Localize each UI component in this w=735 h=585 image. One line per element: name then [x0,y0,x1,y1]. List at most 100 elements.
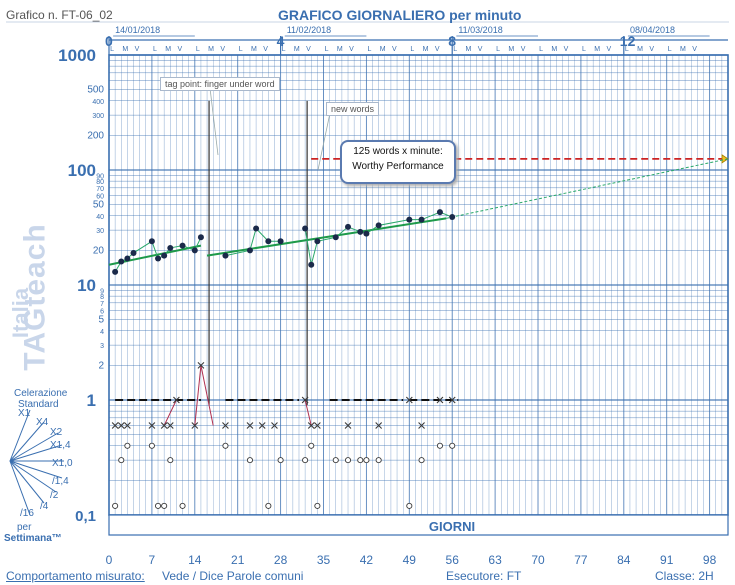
y-major-label: 10 [77,276,96,295]
correct-point [222,252,229,259]
error-connector [194,365,214,426]
behavior-value: Vede / Dice Parole comuni [162,569,304,583]
error-point [123,422,131,429]
y-major-label: 1000 [58,46,96,65]
correct-point [436,209,443,216]
error-point [271,422,278,429]
correct-connector [304,211,453,265]
y-major-label: 100 [68,161,96,180]
class-label: Classe: 2H [655,569,714,583]
day-letter: L [110,46,114,53]
correct-point [363,230,370,237]
error-point [246,422,254,429]
performer: Esecutore: FT [446,569,522,583]
day-letter: M [594,46,600,53]
x-tick-label: 91 [660,553,674,567]
omission-point [118,457,125,464]
celeration-label: X1,4 [50,440,71,451]
day-letter: V [306,46,311,53]
y-minor-label: 5 [98,315,104,326]
day-letter: V [606,46,611,53]
day-letter: V [692,46,697,53]
day-letter: V [177,46,182,53]
omission-point [161,502,168,509]
error-point [436,396,444,404]
error-point [405,396,413,404]
correct-point [332,234,339,241]
y-minor-label: 20 [93,245,105,256]
error-point [160,422,168,429]
omission-point [332,457,339,464]
fan-title2: Standard [18,399,59,410]
date-label: 08/04/2018 [630,25,675,35]
error-connector [304,399,312,426]
correct-point [197,234,204,241]
x-tick-label: 35 [317,553,331,567]
y-minor-label: 2 [98,360,104,371]
aim-performance-box: 125 words x minute: Worthy Performance [340,140,456,184]
celeration-ray [9,460,63,479]
y-minor-label: 4 [100,329,104,336]
error-point [173,396,180,404]
y-minor-label: 40 [96,214,104,221]
celeration-label: X2 [50,427,63,438]
y-minor-label: 9 [100,288,104,295]
correct-point [314,238,321,245]
correct-point [155,255,162,262]
omission-point [148,442,155,449]
x-tick-label: 84 [617,553,631,567]
correct-point [357,228,364,235]
error-point [111,422,119,429]
new-words-callout: new words [326,102,380,116]
chart-id: Grafico n. FT-06_02 [6,8,113,22]
correct-point [130,249,137,256]
correct-point [308,261,315,268]
omission-point [265,502,272,509]
new-words-pointer [317,112,331,171]
correct-point [406,216,413,223]
x-tick-label: 70 [531,553,545,567]
celeration-label: X1 [18,408,31,419]
date-label: 11/02/2018 [287,25,331,35]
day-letter: M [637,46,643,53]
celeration-label: /1,4 [52,476,69,487]
trend-line [108,244,202,266]
y-minor-label: 70 [96,186,104,193]
day-letter: L [325,46,329,53]
omission-point [179,502,186,509]
day-letter: M [551,46,557,53]
x-tick-label: 56 [446,553,460,567]
correct-point [246,247,253,254]
y-minor-label: 30 [96,228,104,235]
x-tick-label: 28 [274,553,288,567]
x-tick-label: 63 [488,553,502,567]
fan-footer2: Settimana™ [4,533,62,544]
omission-point [167,457,174,464]
fan-footer1: per [17,522,32,533]
correct-point [179,242,186,249]
error-point [191,422,199,429]
x-tick-label: 98 [703,553,717,567]
day-letter: M [165,46,171,53]
day-letter: L [196,46,200,53]
trend-line [206,217,447,257]
omission-point [124,442,131,449]
aim-marker [721,154,729,164]
day-letter: L [668,46,672,53]
day-letter: M [423,46,429,53]
celeration-ray [9,432,59,462]
day-letter: M [251,46,257,53]
celeration-label: X4 [36,417,49,428]
aim-line1: 125 words x minute: [353,146,443,157]
celeration-label: /2 [50,490,59,501]
day-letter: L [153,46,157,53]
error-point [301,396,309,404]
y-minor-label: 80 [96,179,104,186]
error-point [375,422,383,429]
error-point [418,422,425,429]
y-minor-label: 6 [100,309,104,316]
omission-point [406,502,413,509]
day-letter: V [564,46,569,53]
correct-point [265,238,272,245]
